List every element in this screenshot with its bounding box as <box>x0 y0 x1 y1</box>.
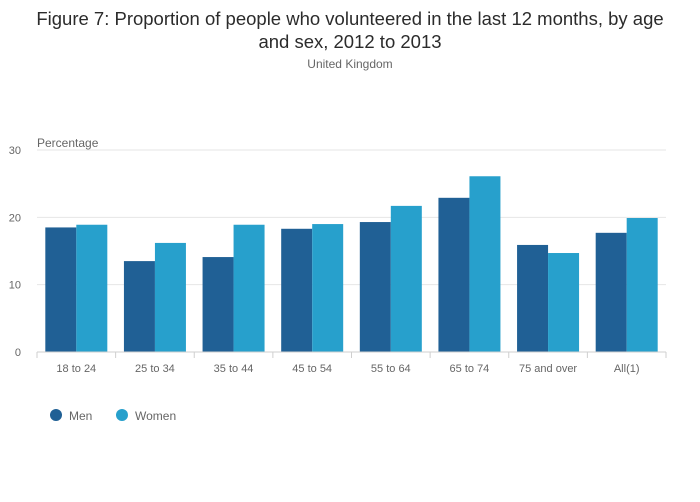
x-tick-label: All(1) <box>614 363 640 375</box>
bar-men-7[interactable] <box>595 232 627 352</box>
x-tick-label: 45 to 54 <box>292 363 332 375</box>
bar-women-1[interactable] <box>154 242 186 352</box>
y-axis: 0 10 20 30 <box>9 145 21 359</box>
y-tick-label: 20 <box>9 212 21 224</box>
bar-men-6[interactable] <box>517 244 549 352</box>
bar-men-4[interactable] <box>359 222 391 352</box>
x-tick-label: 65 to 74 <box>450 363 490 375</box>
legend-label-men[interactable]: Men <box>69 409 92 423</box>
legend: Men Women <box>50 409 176 423</box>
bar-men-0[interactable] <box>45 227 77 352</box>
bar-women-6[interactable] <box>548 253 580 352</box>
bar-men-3[interactable] <box>281 228 313 352</box>
y-tick-label: 0 <box>15 347 21 359</box>
bar-women-7[interactable] <box>626 218 658 352</box>
x-tick-label: 55 to 64 <box>371 363 411 375</box>
bar-women-0[interactable] <box>76 224 108 352</box>
legend-marker-men[interactable] <box>50 409 62 421</box>
legend-marker-women[interactable] <box>116 409 128 421</box>
x-tick-label: 35 to 44 <box>214 363 254 375</box>
x-axis: 18 to 24 25 to 34 35 to 44 45 to 54 55 to 64… <box>36 351 667 375</box>
chart-title: Figure 7: Proportion of people who volun… <box>36 8 664 52</box>
x-tick-label: 25 to 34 <box>135 363 175 375</box>
legend-label-women[interactable]: Women <box>135 409 176 423</box>
bar-men-5[interactable] <box>438 197 470 352</box>
x-tick-label: 75 and over <box>519 363 577 375</box>
y-tick-label: 10 <box>9 280 21 292</box>
bar-men-2[interactable] <box>202 257 234 352</box>
y-axis-label: Percentage <box>37 136 99 150</box>
bars <box>45 176 658 352</box>
chart-subtitle: United Kingdom <box>307 57 393 71</box>
y-tick-label: 30 <box>9 145 21 157</box>
bar-women-2[interactable] <box>233 224 265 352</box>
bar-men-1[interactable] <box>123 261 155 352</box>
bar-women-5[interactable] <box>469 176 501 352</box>
bar-women-4[interactable] <box>390 205 422 352</box>
x-tick-label: 18 to 24 <box>56 363 96 375</box>
bar-women-3[interactable] <box>312 224 344 352</box>
